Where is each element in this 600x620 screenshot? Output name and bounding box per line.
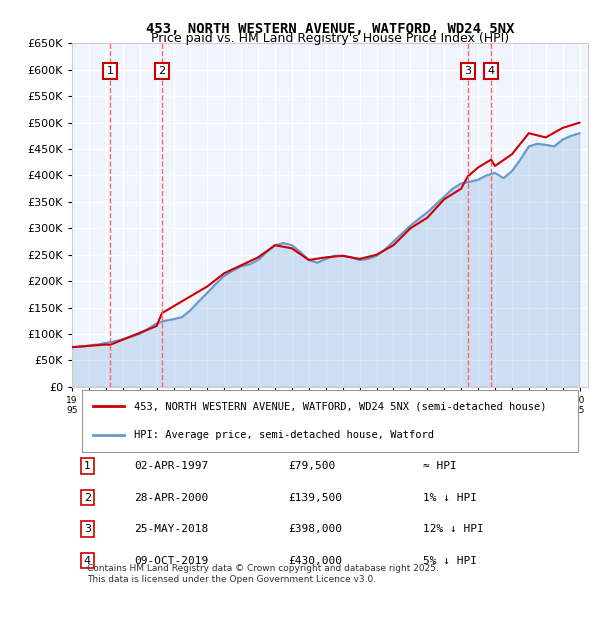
Text: £430,000: £430,000	[289, 556, 343, 565]
Text: 02-APR-1997: 02-APR-1997	[134, 461, 208, 471]
Text: 25-MAY-2018: 25-MAY-2018	[134, 524, 208, 534]
Text: ≈ HPI: ≈ HPI	[423, 461, 457, 471]
Text: 3: 3	[464, 66, 471, 76]
Text: 2: 2	[84, 493, 91, 503]
Text: HPI: Average price, semi-detached house, Watford: HPI: Average price, semi-detached house,…	[134, 430, 434, 440]
Text: 28-APR-2000: 28-APR-2000	[134, 493, 208, 503]
Text: 1: 1	[84, 461, 91, 471]
Text: 2: 2	[158, 66, 166, 76]
Text: Price paid vs. HM Land Registry's House Price Index (HPI): Price paid vs. HM Land Registry's House …	[151, 32, 509, 45]
Text: 4: 4	[84, 556, 91, 565]
Text: 5% ↓ HPI: 5% ↓ HPI	[423, 556, 477, 565]
Text: 453, NORTH WESTERN AVENUE, WATFORD, WD24 5NX (semi-detached house): 453, NORTH WESTERN AVENUE, WATFORD, WD24…	[134, 401, 547, 411]
Text: 453, NORTH WESTERN AVENUE, WATFORD, WD24 5NX: 453, NORTH WESTERN AVENUE, WATFORD, WD24…	[146, 22, 514, 36]
Text: £79,500: £79,500	[289, 461, 336, 471]
Text: 09-OCT-2019: 09-OCT-2019	[134, 556, 208, 565]
Text: £398,000: £398,000	[289, 524, 343, 534]
Text: Contains HM Land Registry data © Crown copyright and database right 2025.
This d: Contains HM Land Registry data © Crown c…	[88, 564, 439, 583]
Text: £139,500: £139,500	[289, 493, 343, 503]
Text: 4: 4	[487, 66, 494, 76]
Text: 1% ↓ HPI: 1% ↓ HPI	[423, 493, 477, 503]
Text: 1: 1	[107, 66, 113, 76]
Text: 12% ↓ HPI: 12% ↓ HPI	[423, 524, 484, 534]
Text: 3: 3	[84, 524, 91, 534]
FancyBboxPatch shape	[82, 390, 578, 452]
